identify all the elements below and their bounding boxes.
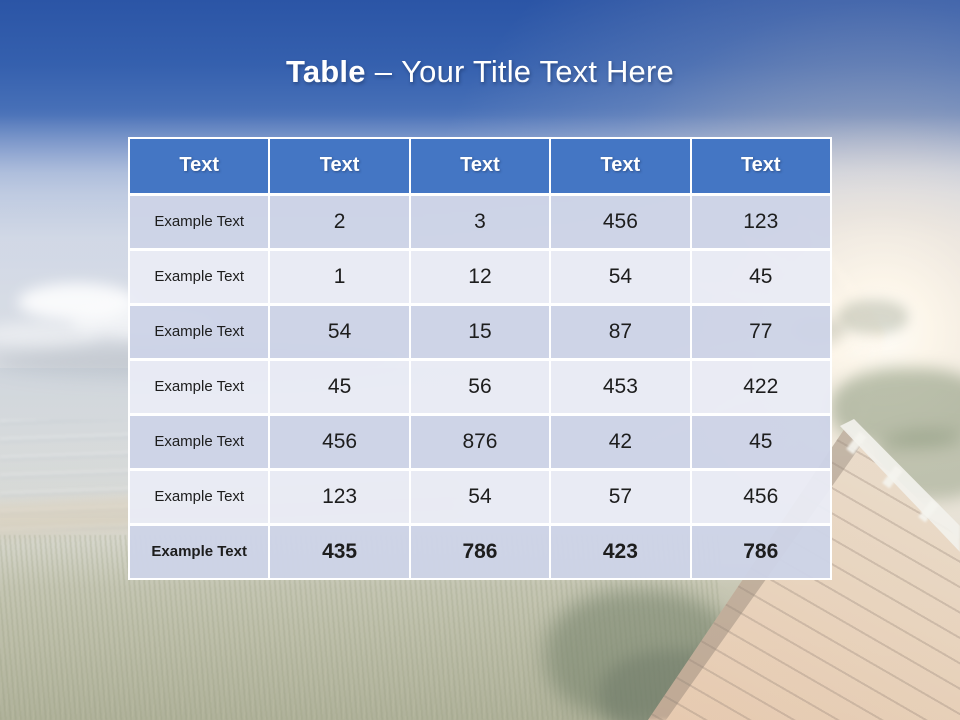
- table-body: Example Text 2 3 456 123 Example Text 1 12 54 45 E…: [127, 192, 833, 580]
- row-label-cell: Example Text: [127, 302, 271, 360]
- value-cell: 87: [549, 302, 692, 360]
- row-label-cell: Example Text: [127, 467, 271, 525]
- table-row: Example Text 54 15 87 77: [127, 302, 833, 360]
- title-keyword: Table: [286, 54, 366, 89]
- value-cell: 45: [689, 247, 833, 305]
- row-label-cell: Example Text: [127, 412, 271, 470]
- value-cell: 456: [549, 192, 692, 250]
- table-row: Example Text 2 3 456 123: [127, 192, 833, 250]
- title-separator: –: [374, 54, 393, 89]
- data-table: Text Text Text Text Text Example Text 2 3 456 12…: [127, 137, 833, 580]
- value-cell: 123: [689, 192, 833, 250]
- column-header: Text: [549, 137, 692, 196]
- value-cell: 456: [268, 412, 411, 470]
- column-header: Text: [268, 137, 411, 196]
- value-cell: 42: [549, 412, 692, 470]
- value-cell: 15: [408, 302, 552, 360]
- table-row: Example Text 123 54 57 456: [127, 467, 833, 525]
- value-cell: 56: [408, 357, 552, 415]
- table-header: Text Text Text Text Text: [127, 137, 833, 196]
- value-cell: 77: [689, 302, 833, 360]
- value-cell: 57: [549, 467, 692, 525]
- column-header: Text: [689, 137, 833, 196]
- row-label-cell: Example Text: [127, 522, 271, 580]
- cloud: [0, 322, 100, 348]
- value-cell: 54: [408, 467, 552, 525]
- row-label-cell: Example Text: [127, 357, 271, 415]
- table-row: Example Text 45 56 453 422: [127, 357, 833, 415]
- value-cell: 456: [689, 467, 833, 525]
- value-cell: 786: [689, 522, 833, 580]
- value-cell: 12: [408, 247, 552, 305]
- header-row: Text Text Text Text Text: [127, 137, 833, 196]
- value-cell: 3: [408, 192, 552, 250]
- table-row: Example Text 435 786 423 786: [127, 522, 833, 580]
- value-cell: 45: [268, 357, 411, 415]
- value-cell: 54: [268, 302, 411, 360]
- value-cell: 435: [268, 522, 411, 580]
- column-header: Text: [408, 137, 552, 196]
- value-cell: 54: [549, 247, 692, 305]
- row-label-cell: Example Text: [127, 247, 271, 305]
- value-cell: 45: [689, 412, 833, 470]
- page-title: Table – Your Title Text Here: [0, 54, 960, 90]
- value-cell: 422: [689, 357, 833, 415]
- table-row: Example Text 456 876 42 45: [127, 412, 833, 470]
- value-cell: 453: [549, 357, 692, 415]
- value-cell: 123: [268, 467, 411, 525]
- value-cell: 1: [268, 247, 411, 305]
- column-header: Text: [127, 137, 271, 196]
- value-cell: 423: [549, 522, 692, 580]
- table-row: Example Text 1 12 54 45: [127, 247, 833, 305]
- value-cell: 876: [408, 412, 552, 470]
- value-cell: 2: [268, 192, 411, 250]
- row-label-cell: Example Text: [127, 192, 271, 250]
- palm-tree: [838, 300, 908, 334]
- title-text: Your Title Text Here: [401, 54, 674, 89]
- value-cell: 786: [408, 522, 552, 580]
